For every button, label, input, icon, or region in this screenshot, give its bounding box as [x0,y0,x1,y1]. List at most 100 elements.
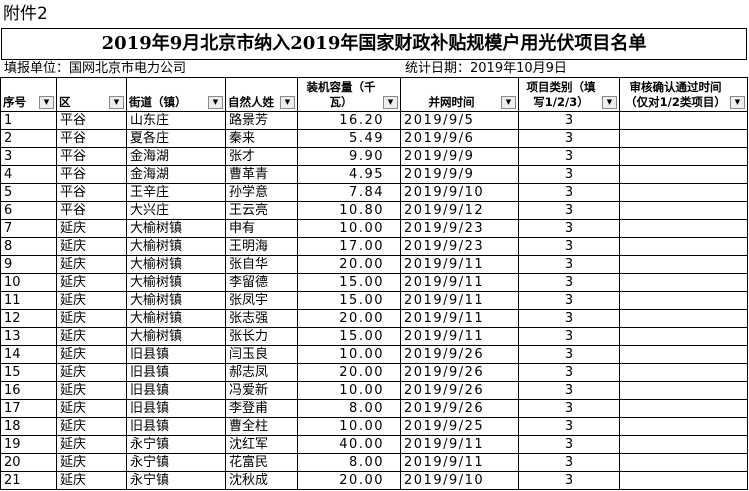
cell: 2019/9/23 [401,220,519,238]
cell: 8.00 [298,454,401,472]
cell: 2019/9/23 [401,238,519,256]
cell: 孙学意 [226,184,298,202]
cell: 17 [0,400,57,418]
empty-cell [620,400,748,418]
cell: 张才 [226,148,298,166]
cell: 20.00 [298,256,401,274]
cell: 2019/9/11 [401,292,519,310]
header-text: 并网时间 [428,95,475,109]
cell: 20.00 [298,472,401,490]
cell: 延庆 [57,292,127,310]
stat-date: 统计日期：2019年10月9日 [405,61,567,76]
cell: 2019/9/6 [401,130,519,148]
filter-button[interactable]: ▼ [730,96,745,109]
filter-button[interactable]: ▼ [39,96,54,109]
cell: 永宁镇 [127,472,226,490]
cell: 夏各庄 [127,130,226,148]
cell: 郝志凤 [226,364,298,382]
header-cell: 序号 ▼ [0,77,57,112]
cell: 2019/9/5 [401,112,519,130]
filter-button[interactable]: ▼ [208,96,223,109]
cell: 2019/9/11 [401,436,519,454]
cell: 延庆 [57,274,127,292]
cell: 延庆 [57,472,127,490]
cell: 延庆 [57,310,127,328]
cell: 张自华 [226,256,298,274]
cell: 3 [519,112,620,130]
empty-cell [620,310,748,328]
cell: 大兴庄 [127,202,226,220]
cell: 20.00 [298,364,401,382]
cell: 旧县镇 [127,418,226,436]
cell: 大榆树镇 [127,238,226,256]
cell: 旧县镇 [127,364,226,382]
cell: 2019/9/10 [401,184,519,202]
header-text: 审核确认通过时间（仅对1/2类项目） [625,80,726,109]
cell: 20 [0,454,57,472]
cell: 15 [0,364,57,382]
empty-cell [620,274,748,292]
cell: 3 [519,436,620,454]
cell: 10 [0,274,57,292]
cell: 张凤宇 [226,292,298,310]
empty-cell [620,256,748,274]
cell: 4 [0,166,57,184]
cell: 3 [519,346,620,364]
header-cell: 并网时间 ▼ [401,77,519,112]
cell: 19 [0,436,57,454]
cell: 沈秋成 [226,472,298,490]
cell: 8 [0,238,57,256]
cell: 1 [0,112,57,130]
header-text: 自然人姓 [228,95,274,109]
filter-button[interactable]: ▼ [602,96,617,109]
cell: 2019/9/11 [401,328,519,346]
cell: 11 [0,292,57,310]
header-cell: 审核确认通过时间（仅对1/2类项目） ▼ [620,77,748,112]
cell: 闫玉良 [226,346,298,364]
cell: 大榆树镇 [127,274,226,292]
cell: 延庆 [57,256,127,274]
cell: 申有 [226,220,298,238]
cell: 延庆 [57,364,127,382]
cell: 9 [0,256,57,274]
empty-cell [620,382,748,400]
cell: 张长力 [226,328,298,346]
cell: 10.00 [298,220,401,238]
cell: 大榆树镇 [127,292,226,310]
cell: 2019/9/11 [401,454,519,472]
cell: 3 [519,238,620,256]
header-text: 装机容量（千瓦） [306,80,376,109]
cell: 13 [0,328,57,346]
cell: 金海湖 [127,148,226,166]
cell: 6 [0,202,57,220]
cell: 3 [519,310,620,328]
cell: 永宁镇 [127,454,226,472]
cell: 3 [519,454,620,472]
cell: 3 [519,220,620,238]
cell: 2019/9/26 [401,382,519,400]
cell: 16.20 [298,112,401,130]
empty-cell [620,436,748,454]
filter-button[interactable]: ▼ [109,96,124,109]
filter-button[interactable]: ▼ [280,96,295,109]
header-text: 项目类别（填写1/2/3） [526,80,596,109]
empty-cell [620,148,748,166]
cell: 平谷 [57,166,127,184]
cell: 5.49 [298,130,401,148]
header-cell: 区 ▼ [57,77,127,112]
filter-button[interactable]: ▼ [383,96,398,109]
header-text: 序号 [3,95,26,109]
cell: 20.00 [298,310,401,328]
cell: 15.00 [298,328,401,346]
empty-cell [620,292,748,310]
cell: 2019/9/12 [401,202,519,220]
cell: 平谷 [57,148,127,166]
cell: 山东庄 [127,112,226,130]
empty-cell [620,238,748,256]
cell: 张志强 [226,310,298,328]
filter-button[interactable]: ▼ [501,96,516,109]
cell: 10.00 [298,382,401,400]
cell: 7.84 [298,184,401,202]
cell: 5 [0,184,57,202]
cell: 3 [519,274,620,292]
